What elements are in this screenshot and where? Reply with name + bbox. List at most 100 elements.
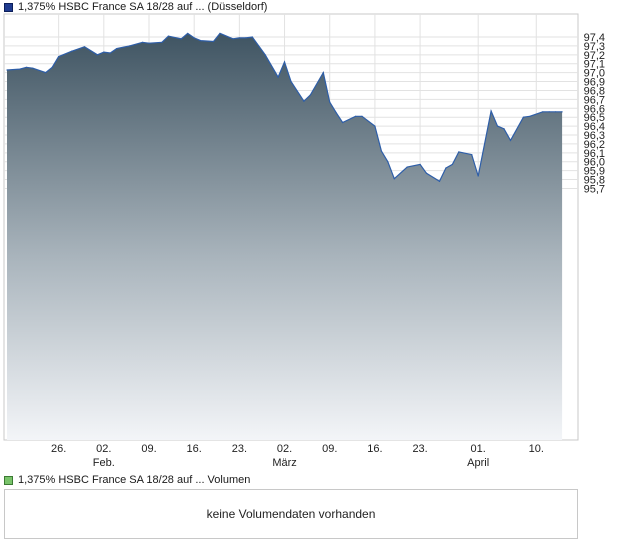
data-point [32, 67, 34, 69]
y-tick-label: 96,1 [584, 148, 605, 160]
x-tick-label: 02. [277, 443, 292, 455]
volume-legend: 1,375% HSBC France SA 18/28 auf ... Volu… [4, 473, 250, 487]
data-point [167, 35, 169, 37]
data-point [96, 54, 98, 56]
data-point [542, 111, 544, 113]
no-volume-message: keine Volumendaten vorhanden [206, 507, 376, 521]
data-point [70, 50, 73, 52]
x-tick-label: 16. [187, 443, 202, 455]
price-area [7, 33, 563, 441]
x-tick-label: 10. [529, 443, 544, 455]
data-point [406, 166, 408, 168]
data-point [342, 121, 344, 124]
data-point [51, 66, 53, 68]
data-point [25, 66, 27, 68]
data-point [148, 42, 150, 44]
data-point [264, 54, 266, 56]
data-point [58, 56, 60, 58]
data-point [116, 47, 118, 50]
y-tick-label: 96,0 [584, 157, 605, 169]
y-tick-label: 96,8 [584, 85, 605, 97]
data-point [45, 72, 47, 74]
x-tick-label: 09. [141, 443, 156, 455]
data-point [490, 110, 492, 112]
y-tick-label: 97,3 [584, 41, 605, 53]
data-point [503, 128, 505, 130]
volume-panel: keine Volumendaten vorhanden [4, 489, 578, 539]
y-tick-label: 96,2 [584, 139, 605, 151]
y-tick-label: 96,5 [584, 112, 605, 124]
y-tick-label: 95,9 [584, 166, 605, 178]
data-point [393, 178, 395, 180]
data-point [283, 61, 286, 63]
price-legend-swatch [4, 2, 13, 12]
data-point [238, 37, 240, 39]
y-tick-label: 95,8 [584, 175, 605, 187]
x-tick-label: 16. [367, 443, 382, 455]
data-point [445, 167, 447, 169]
data-point [425, 172, 428, 174]
data-point [509, 139, 512, 141]
data-point [161, 41, 163, 43]
data-point [438, 180, 441, 182]
x-tick-label: 23. [412, 443, 427, 455]
data-point [219, 32, 221, 35]
data-point [451, 163, 453, 166]
data-point [496, 125, 499, 127]
data-point [6, 69, 8, 71]
data-point [529, 115, 531, 117]
data-point [141, 41, 144, 43]
x-tick-month-label: April [467, 457, 489, 469]
y-tick-label: 97,2 [584, 50, 605, 62]
data-point [419, 163, 421, 166]
data-point [555, 111, 557, 113]
data-point [322, 72, 324, 74]
data-point [19, 68, 21, 70]
data-point [193, 37, 195, 39]
data-point [354, 115, 357, 117]
data-point [200, 39, 202, 42]
data-point [83, 46, 86, 48]
volume-legend-swatch [4, 475, 13, 485]
data-point [303, 100, 305, 102]
y-tick-label: 96,3 [584, 130, 605, 142]
data-point [329, 101, 331, 103]
data-point [103, 51, 105, 53]
data-point [361, 115, 363, 117]
y-tick-label: 97,1 [584, 59, 605, 71]
price-legend-label: 1,375% HSBC France SA 18/28 auf ... (Düs… [18, 1, 268, 13]
data-point [309, 94, 311, 96]
data-point [109, 52, 111, 54]
data-point [548, 111, 550, 113]
x-tick-month-label: Feb. [93, 457, 115, 469]
y-tick-label: 96,7 [584, 94, 605, 106]
data-point [251, 36, 253, 38]
y-tick-label: 96,4 [584, 121, 605, 133]
y-tick-label: 97,0 [584, 68, 605, 80]
price-legend: 1,375% HSBC France SA 18/28 auf ... (Düs… [4, 0, 267, 14]
data-point [477, 175, 479, 177]
volume-legend-label: 1,375% HSBC France SA 18/28 auf ... Volu… [18, 474, 251, 486]
x-tick-month-label: März [272, 457, 296, 469]
data-point [374, 125, 376, 127]
x-tick-label: 02. [96, 443, 111, 455]
data-point [290, 80, 292, 83]
data-point [180, 38, 182, 40]
y-tick-label: 96,9 [584, 77, 605, 89]
data-point [380, 150, 382, 152]
price-chart: 97,497,397,297,197,096,996,896,796,696,5… [3, 13, 605, 469]
data-point [187, 32, 189, 35]
data-point [335, 112, 337, 114]
x-tick-label: 09. [322, 443, 337, 455]
y-tick-label: 97,4 [584, 32, 605, 44]
data-point [471, 154, 473, 156]
data-point [458, 151, 460, 153]
data-point [212, 40, 215, 43]
y-tick-label: 96,6 [584, 103, 605, 115]
x-tick-label: 26. [51, 443, 66, 455]
data-point [245, 37, 247, 39]
x-tick-label: 01. [471, 443, 486, 455]
data-point [277, 76, 279, 78]
data-point [561, 111, 563, 113]
data-point [522, 116, 524, 118]
